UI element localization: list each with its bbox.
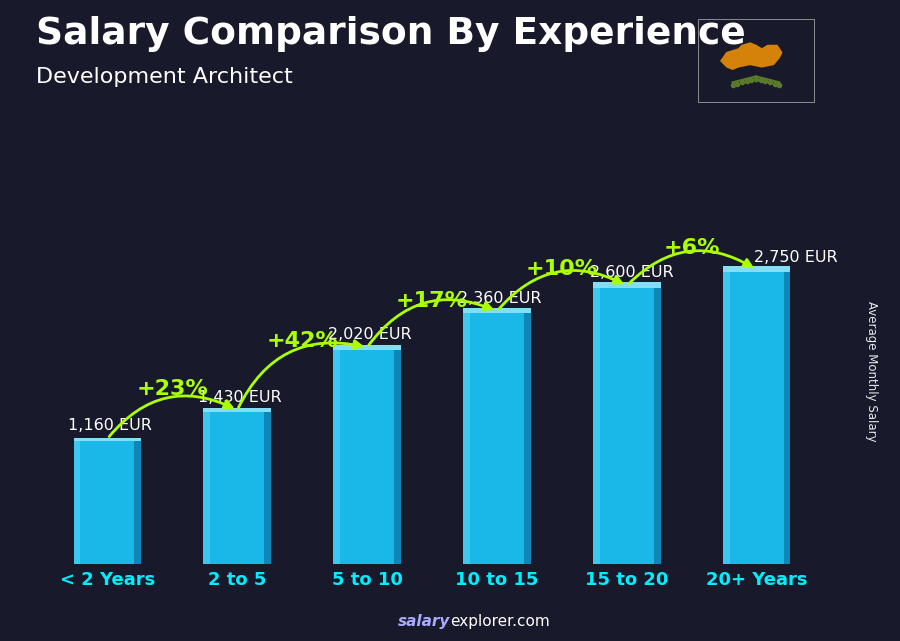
Text: 2,600 EUR: 2,600 EUR <box>590 265 674 281</box>
Text: explorer.com: explorer.com <box>450 615 550 629</box>
Text: +10%: +10% <box>526 259 598 279</box>
Text: < 2 Years: < 2 Years <box>59 571 155 589</box>
Text: Salary Comparison By Experience: Salary Comparison By Experience <box>36 16 746 52</box>
Text: +23%: +23% <box>137 379 208 399</box>
Text: 2,020 EUR: 2,020 EUR <box>328 327 412 342</box>
Text: 10 to 15: 10 to 15 <box>455 571 538 589</box>
Text: 2 to 5: 2 to 5 <box>208 571 266 589</box>
Bar <box>464 313 470 564</box>
Bar <box>74 441 80 564</box>
Bar <box>394 349 400 564</box>
Text: salary: salary <box>398 615 450 629</box>
Bar <box>203 412 211 564</box>
Bar <box>723 265 790 272</box>
Text: 5 to 10: 5 to 10 <box>331 571 402 589</box>
Text: +6%: +6% <box>663 238 720 258</box>
Bar <box>723 272 730 564</box>
Bar <box>653 288 661 564</box>
Bar <box>784 272 790 564</box>
Bar <box>74 441 141 564</box>
Bar <box>134 441 141 564</box>
Bar <box>593 282 661 288</box>
Bar <box>464 313 531 564</box>
Bar <box>524 313 531 564</box>
Bar <box>333 345 400 349</box>
Bar <box>203 412 271 564</box>
Bar <box>74 438 141 441</box>
Bar <box>333 349 340 564</box>
Text: Development Architect: Development Architect <box>36 67 292 87</box>
Text: 2,360 EUR: 2,360 EUR <box>458 291 542 306</box>
Bar <box>203 408 271 412</box>
Bar <box>723 272 790 564</box>
Text: 2,750 EUR: 2,750 EUR <box>754 249 838 265</box>
Polygon shape <box>721 43 782 69</box>
Bar <box>593 288 661 564</box>
Bar <box>464 308 531 313</box>
Text: 15 to 20: 15 to 20 <box>585 571 669 589</box>
Bar <box>333 349 400 564</box>
Bar <box>265 412 271 564</box>
Text: 1,430 EUR: 1,430 EUR <box>198 390 282 404</box>
Bar <box>593 288 599 564</box>
Text: +17%: +17% <box>396 290 468 311</box>
Text: Average Monthly Salary: Average Monthly Salary <box>865 301 878 442</box>
Text: +42%: +42% <box>266 331 338 351</box>
Text: 20+ Years: 20+ Years <box>706 571 807 589</box>
Text: 1,160 EUR: 1,160 EUR <box>68 419 152 433</box>
